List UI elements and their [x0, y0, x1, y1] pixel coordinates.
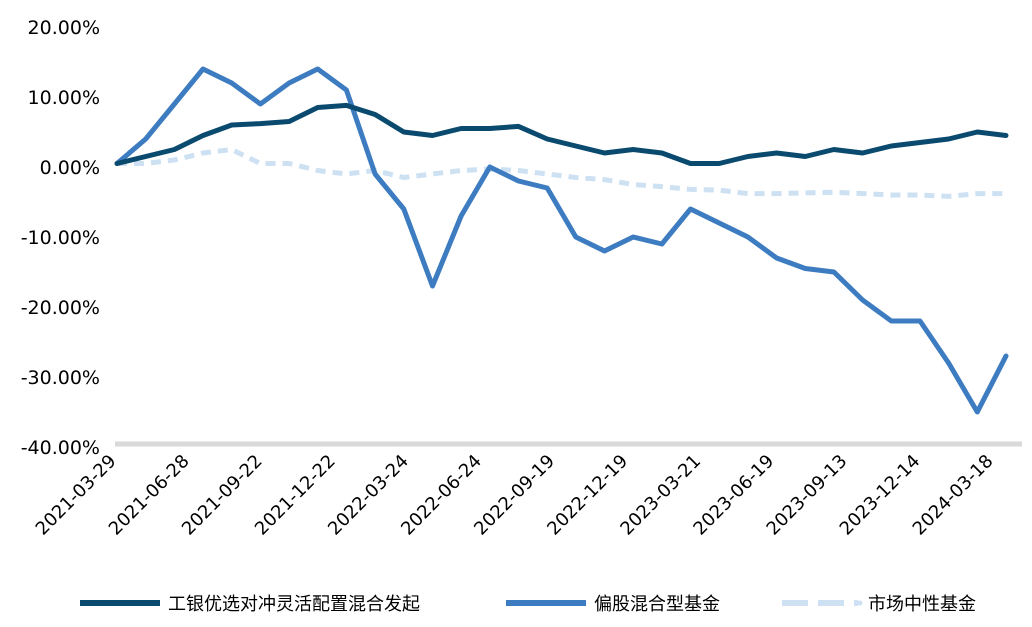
legend: 工银优选对冲灵活配置混合发起 偏股混合型基金 市场中性基金: [80, 594, 976, 615]
y-tick-label: -10.00%: [21, 227, 100, 249]
legend-label: 市场中性基金: [868, 594, 976, 615]
series-line: [114, 66, 1009, 415]
y-tick-label: 20.00%: [28, 17, 100, 39]
series-layer: [114, 66, 1009, 415]
y-tick-label: 10.00%: [28, 87, 100, 109]
y-tick-label: -40.00%: [21, 437, 100, 459]
x-axis: 2021-03-292021-06-282021-09-222021-12-22…: [32, 451, 998, 540]
legend-label: 偏股混合型基金: [594, 594, 720, 615]
y-tick-label: -30.00%: [21, 367, 100, 389]
series-line: [117, 147, 1006, 199]
legend-swatch-dot: [857, 600, 863, 606]
y-tick-label: 0.00%: [40, 157, 100, 179]
series-line: [114, 102, 1009, 166]
legend-label: 工银优选对冲灵活配置混合发起: [168, 594, 420, 615]
y-tick-label: -20.00%: [21, 297, 100, 319]
y-axis: 20.00% 10.00% 0.00% -10.00% -20.00% -30.00% -4…: [21, 17, 100, 459]
